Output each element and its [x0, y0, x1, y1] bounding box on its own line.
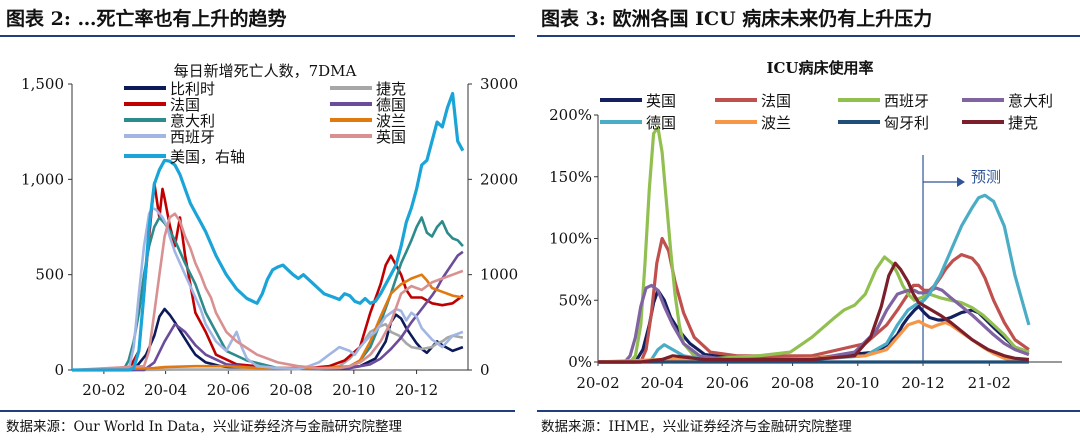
- chart-title: 每日新增死亡人数，7DMA: [174, 62, 357, 80]
- left-panel-title: 图表 2: …死亡率也有上升的趋势: [6, 8, 287, 30]
- icu-x-tick-label: 20-02: [576, 374, 619, 392]
- y-tick-label-left: 1,000: [21, 170, 64, 188]
- y-tick-label-right: 2000: [480, 170, 518, 188]
- x-tick-label: 20-02: [82, 381, 125, 399]
- legend-label-left-3: 德国: [376, 96, 406, 114]
- legend-label-left-6: 西班牙: [170, 128, 215, 146]
- x-tick-label: 20-12: [395, 381, 438, 399]
- y-tick-label-right: 0: [480, 361, 490, 379]
- icu-series-line-4: [598, 193, 1031, 364]
- right-footer-rule: [537, 410, 1080, 412]
- legend-label-left-2: 法国: [170, 96, 200, 114]
- y-tick-label-left: 500: [35, 266, 64, 284]
- left-series-line-5: [71, 273, 464, 372]
- y-tick-label-left: 1,500: [21, 75, 64, 93]
- icu-y-tick-label: 200%: [549, 106, 592, 124]
- icu-y-tick-label: 150%: [549, 168, 592, 186]
- icu-legend-label-4: 德国: [646, 114, 676, 132]
- icu-legend-label-3: 意大利: [1008, 92, 1053, 110]
- icu-x-tick-label: 20-12: [901, 374, 944, 392]
- x-tick-label: 20-06: [207, 381, 250, 399]
- right-source-note: 数据来源：IHME，兴业证券经济与金融研究院整理: [541, 419, 852, 435]
- x-tick-label: 20-10: [332, 381, 375, 399]
- right-panel-title: 图表 3: 欧洲各国 ICU 病床未来仍有上升压力: [541, 8, 933, 30]
- legend-label-left-4: 意大利: [170, 112, 215, 130]
- icu-series-line-2: [598, 125, 1030, 364]
- legend-label-left-0: 比利时: [170, 80, 215, 98]
- icu-x-tick-label: 20-06: [706, 374, 749, 392]
- icu-x-tick-label: 21-02: [968, 374, 1011, 392]
- y-tick-label-left: 0: [54, 361, 64, 379]
- x-tick-label: 20-04: [144, 381, 187, 399]
- x-tick-label: 20-08: [269, 381, 312, 399]
- forecast-label: 预测: [971, 168, 1001, 186]
- left-series-line-7: [71, 212, 464, 372]
- icu-legend-label-7: 捷克: [1008, 114, 1038, 132]
- legend-label-left-1: 捷克: [376, 80, 406, 98]
- right-header-rule: [537, 35, 1080, 37]
- left-header-rule: [0, 35, 515, 37]
- icu-legend-label-2: 西班牙: [884, 92, 929, 110]
- legend-label-left-5: 波兰: [376, 112, 406, 130]
- icu-chart-title: ICU病床使用率: [766, 59, 873, 77]
- icu-series-line-7: [598, 261, 1030, 364]
- legend-label-left-7: 英国: [376, 128, 406, 146]
- icu-series-line-3: [598, 283, 1030, 364]
- icu-y-tick-label: 0%: [568, 353, 592, 371]
- forecast-arrow-head: [957, 177, 966, 187]
- icu-legend-label-6: 匈牙利: [884, 114, 929, 132]
- y-tick-label-right: 3000: [480, 75, 518, 93]
- icu-x-tick-label: 20-04: [641, 374, 684, 392]
- left-series-line-8: [72, 91, 465, 372]
- icu-x-tick-label: 20-08: [771, 374, 814, 392]
- icu-legend-label-1: 法国: [761, 92, 791, 110]
- left-source-note: 数据来源：Our World In Data，兴业证券经济与金融研究院整理: [6, 419, 402, 435]
- icu-legend-label-0: 英国: [646, 92, 676, 110]
- icu-y-tick-label: 100%: [549, 230, 592, 248]
- left-footer-rule: [0, 410, 515, 412]
- icu-y-tick-label: 50%: [559, 291, 592, 309]
- y-tick-label-right: 1000: [480, 266, 518, 284]
- icu-x-tick-label: 20-10: [836, 374, 879, 392]
- legend-label-left-8: 美国，右轴: [170, 148, 245, 166]
- icu-legend-label-5: 波兰: [761, 114, 791, 132]
